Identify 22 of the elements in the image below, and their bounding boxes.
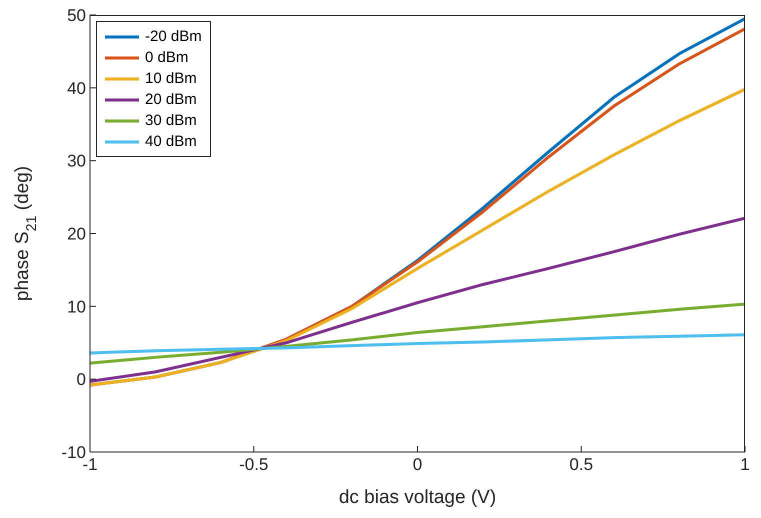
y-tick-label: 50 [67,6,86,26]
y-tick-label: 30 [67,152,86,171]
y-tick-label: 40 [67,78,86,98]
x-tick-label: 0.5 [569,455,594,474]
legend-label: -20 dBm [145,28,202,45]
line-series [90,216,745,383]
line-series [90,333,745,354]
line-series [90,88,745,386]
legend-label: 40 dBm [145,133,197,150]
legend-label: 20 dBm [145,91,197,108]
line-series [90,302,745,365]
legend-label: 0 dBm [145,49,188,66]
legend-label: 10 dBm [145,70,197,87]
y-tick-label: 10 [67,297,86,316]
y-tick-label: -10 [61,443,86,462]
x-tick-label: -0.5 [239,455,268,474]
legend-label: 30 dBm [145,112,197,129]
y-tick-label: 0 [76,370,86,390]
x-axis-title: dc bias voltage (V) [338,487,496,508]
y-tick-label: 20 [67,224,86,244]
x-tick-label: 1 [740,455,750,474]
x-tick-label: 0 [412,455,422,474]
